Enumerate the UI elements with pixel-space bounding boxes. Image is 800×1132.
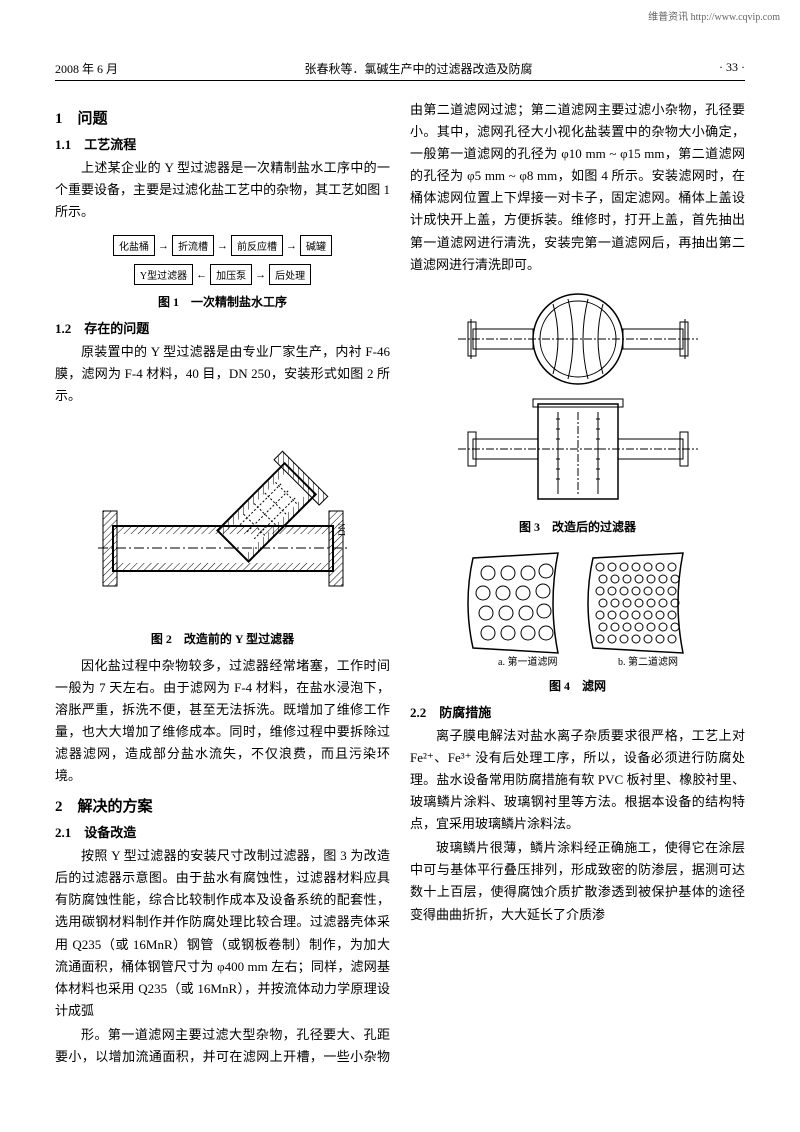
subsection-1-2-heading: 1.2 存在的问题 — [55, 318, 390, 337]
figure-3: 图 3 改造后的过滤器 — [410, 284, 745, 535]
modified-filter-diagram — [443, 284, 713, 514]
paragraph: 因化盐过程中杂物较多，过滤器经常堵塞，工作时间一般为 7 天左右。由于滤网为 F… — [55, 655, 390, 788]
figure-4-caption: 图 4 滤网 — [410, 677, 745, 694]
svg-text:a. 第一道滤网: a. 第一道滤网 — [498, 655, 557, 668]
flow-box: Y型过滤器 — [134, 264, 193, 285]
flow-box: 加压泵 — [210, 264, 252, 285]
paragraph: 原装置中的 Y 型过滤器是由专业厂家生产，内衬 F-46 膜，滤网为 F-4 材… — [55, 341, 390, 407]
flow-box: 碱罐 — [300, 235, 332, 256]
figure-3-caption: 图 3 改造后的过滤器 — [410, 518, 745, 535]
svg-text:DN: DN — [337, 522, 347, 535]
section-2-heading: 2 解决的方案 — [55, 795, 390, 816]
figure-1-caption: 图 1 一次精制盐水工序 — [55, 293, 390, 310]
flowchart-row2: Y型过滤器 ← 加压泵 → 后处理 — [134, 264, 311, 285]
filter-mesh-diagram: a. 第一道滤网 b. 第二道滤网 — [448, 543, 708, 673]
subsection-1-1-heading: 1.1 工艺流程 — [55, 134, 390, 153]
page-content: 2008 年 6 月 张春秋等．氯碱生产中的过滤器改造及防腐 · 33 · 1 … — [0, 0, 800, 1129]
figure-1: 化盐桶 → 折流槽 → 前反应槽 → 碱罐 Y型过滤器 ← 加压泵 → 后处理 … — [55, 231, 390, 310]
flowchart-row1: 化盐桶 → 折流槽 → 前反应槽 → 碱罐 — [113, 235, 332, 256]
svg-text:b. 第二道滤网: b. 第二道滤网 — [618, 655, 678, 668]
paragraph: 玻璃鳞片很薄，鳞片涂料经正确施工，使得它在涂层中可与基体平行叠压排列，形成致密的… — [410, 837, 745, 925]
arrow-icon: → — [286, 240, 297, 252]
arrow-icon: → — [255, 269, 266, 281]
arrow-icon: → — [158, 240, 169, 252]
paragraph: 离子膜电解法对盐水离子杂质要求很严格，工艺上对 Fe²⁺、Fe³⁺ 没有后处理工… — [410, 725, 745, 835]
header-page: · 33 · — [719, 60, 745, 77]
header-date: 2008 年 6 月 — [55, 60, 118, 77]
y-filter-diagram: DN — [93, 416, 353, 626]
figure-2: DN 图 2 改造前的 Y 型过滤器 — [55, 416, 390, 647]
flow-box: 化盐桶 — [113, 235, 155, 256]
paragraph: 上述某企业的 Y 型过滤器是一次精制盐水工序中的一个重要设备，主要是过滤化盐工艺… — [55, 157, 390, 223]
flow-box: 后处理 — [269, 264, 311, 285]
flow-box: 前反应槽 — [231, 235, 283, 256]
paragraph: 按照 Y 型过滤器的安装尺寸改制过滤器，图 3 为改造后的过滤器示意图。由于盐水… — [55, 845, 390, 1022]
two-column-content: 1 问题 1.1 工艺流程 上述某企业的 Y 型过滤器是一次精制盐水工序中的一个… — [55, 99, 745, 1089]
section-1-heading: 1 问题 — [55, 107, 390, 128]
arrow-icon: → — [217, 240, 228, 252]
figure-2-caption: 图 2 改造前的 Y 型过滤器 — [55, 630, 390, 647]
watermark: 维普资讯 http://www.cqvip.com — [648, 8, 780, 23]
subsection-2-1-heading: 2.1 设备改造 — [55, 822, 390, 841]
header-title: 张春秋等．氯碱生产中的过滤器改造及防腐 — [118, 60, 719, 77]
flow-box: 折流槽 — [172, 235, 214, 256]
arrow-icon: ← — [196, 269, 207, 281]
figure-4: a. 第一道滤网 b. 第二道滤网 图 4 滤网 — [410, 543, 745, 694]
page-header: 2008 年 6 月 张春秋等．氯碱生产中的过滤器改造及防腐 · 33 · — [55, 60, 745, 81]
subsection-2-2-heading: 2.2 防腐措施 — [410, 702, 745, 721]
